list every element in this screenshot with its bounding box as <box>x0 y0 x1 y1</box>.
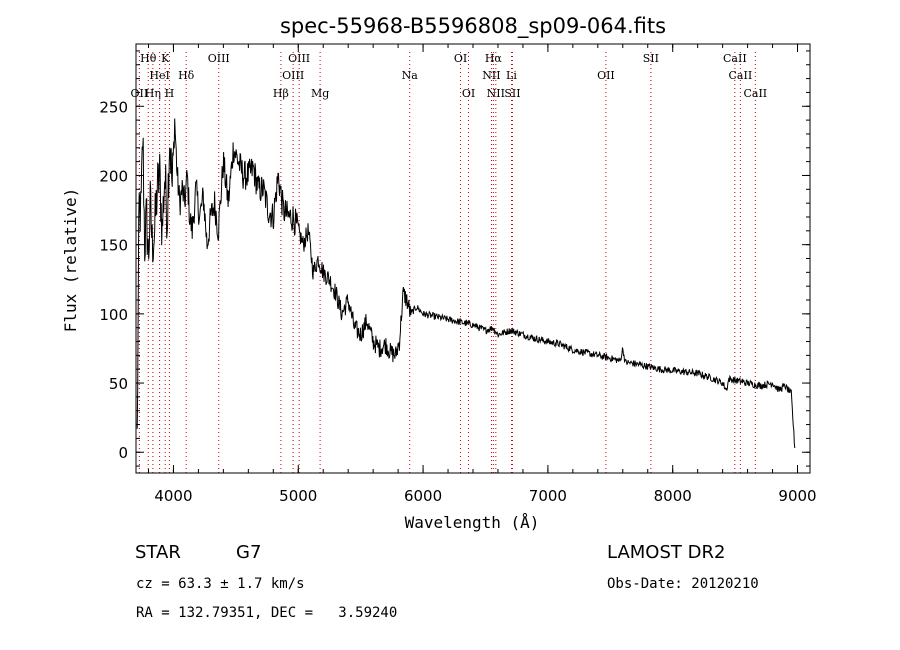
coordinates: RA = 132.79351, DEC = 3.59240 <box>136 605 398 621</box>
x-tick-label: 5000 <box>279 487 317 505</box>
spectral-line-label: OII <box>597 69 615 82</box>
x-tick-label: 7000 <box>529 487 567 505</box>
y-tick-label: 200 <box>99 167 128 185</box>
spectral-line-label: HeI <box>149 69 169 82</box>
y-tick-label: 150 <box>99 237 128 255</box>
spectral-line-label: Hη <box>145 87 161 100</box>
spectral-line-label: NII <box>482 69 500 82</box>
spectral-line-label: CaII <box>729 69 753 82</box>
x-tick-label: 6000 <box>404 487 442 505</box>
y-tick-label: 50 <box>109 375 128 393</box>
y-tick-label: 0 <box>118 444 128 462</box>
spectral-line-label: Hβ <box>273 87 289 100</box>
y-tick-label: 100 <box>99 306 128 324</box>
x-tick-label: 9000 <box>778 487 816 505</box>
spectral-line-label: CaII <box>723 52 747 65</box>
spectral-line-label: SII <box>643 52 659 65</box>
spectral-line-label: OIII <box>282 69 304 82</box>
spectral-line-label: Mg <box>311 87 329 100</box>
y-axis-label: Flux (relative) <box>61 188 80 333</box>
spectral-line-markers <box>138 52 756 473</box>
x-axis-label: Wavelength (Å) <box>405 513 540 532</box>
spectral-line-label: K <box>161 52 170 65</box>
spectral-line-label: OIII <box>288 52 310 65</box>
x-axis-ticks: 4000 5000 6000 7000 8000 9000 <box>147 44 817 505</box>
spectral-line-label: OI <box>462 87 475 100</box>
spectral-line-label: NII <box>487 87 505 100</box>
y-axis-ticks: 0 50 100 150 200 250 <box>99 50 810 467</box>
spectrum-line <box>136 118 796 449</box>
spectral-line-label: SII <box>504 87 520 100</box>
spectral-line-label: Hθ <box>140 52 157 65</box>
chart-title: spec-55968-B5596808_sp09-064.fits <box>280 14 666 39</box>
plot-frame <box>135 43 811 474</box>
spectral-line-label: Hα <box>485 52 503 65</box>
x-tick-label: 8000 <box>654 487 692 505</box>
spectral-line-label: Hδ <box>178 69 195 82</box>
object-class: STAR <box>135 542 181 563</box>
spectral-line-label: Na <box>402 69 419 82</box>
object-subclass: G7 <box>236 542 262 563</box>
x-tick-label: 4000 <box>154 487 192 505</box>
spectral-line-label: CaII <box>743 87 767 100</box>
spectral-line-label: OIII <box>208 52 230 65</box>
y-tick-label: 250 <box>99 98 128 116</box>
obs-date: Obs-Date: 20120210 <box>607 576 759 592</box>
redshift-text: cz = 63.3 ± 1.7 km/s <box>136 576 305 592</box>
spectral-line-label: H <box>165 87 175 100</box>
survey-name: LAMOST DR2 <box>607 542 726 563</box>
spectral-line-label: OI <box>454 52 467 65</box>
spectral-line-label: OII <box>131 87 149 100</box>
spectral-line-label: Li <box>506 69 517 82</box>
